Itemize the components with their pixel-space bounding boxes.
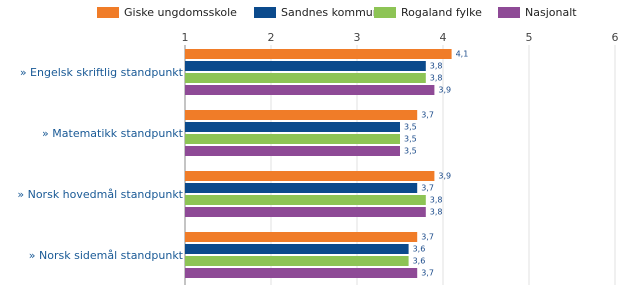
x-tick-label: 5 xyxy=(526,31,533,44)
bar xyxy=(185,207,426,217)
category-label: » Matematikk standpunkt xyxy=(42,127,184,140)
bar xyxy=(185,268,418,278)
x-tick-label: 2 xyxy=(268,31,275,44)
legend-swatch xyxy=(254,7,276,18)
bar xyxy=(185,85,435,95)
bar xyxy=(185,256,409,266)
legend-label: Sandnes kommune xyxy=(281,6,387,19)
category-label: » Norsk sidemål standpunkt xyxy=(29,249,184,262)
category-label: » Engelsk skriftlig standpunkt xyxy=(20,66,184,79)
x-tick-label: 6 xyxy=(612,31,619,44)
value-label: 3,7 xyxy=(421,233,434,242)
x-tick-label: 1 xyxy=(182,31,189,44)
value-label: 3,7 xyxy=(421,184,434,193)
value-label: 3,5 xyxy=(404,123,417,132)
value-label: 3,8 xyxy=(430,208,443,217)
value-label: 3,6 xyxy=(413,245,426,254)
bar xyxy=(185,122,400,132)
bar xyxy=(185,195,426,205)
bar xyxy=(185,49,452,59)
bar xyxy=(185,61,426,71)
legend-label: Nasjonalt xyxy=(525,6,577,19)
value-label: 3,8 xyxy=(430,62,443,71)
legend-label: Rogaland fylke xyxy=(401,6,482,19)
legend-label: Giske ungdomsskole xyxy=(124,6,237,19)
bar xyxy=(185,73,426,83)
bar xyxy=(185,110,418,120)
value-label: 3,5 xyxy=(404,135,417,144)
value-label: 3,9 xyxy=(438,172,451,181)
bar xyxy=(185,146,400,156)
bar xyxy=(185,183,418,193)
value-label: 3,9 xyxy=(438,86,451,95)
x-tick-label: 3 xyxy=(354,31,361,44)
bar xyxy=(185,244,409,254)
legend-swatch xyxy=(374,7,396,18)
bar xyxy=(185,232,418,242)
bar xyxy=(185,171,435,181)
value-label: 3,6 xyxy=(413,257,426,266)
value-label: 3,8 xyxy=(430,196,443,205)
value-label: 3,8 xyxy=(430,74,443,83)
value-label: 3,7 xyxy=(421,269,434,278)
value-label: 3,5 xyxy=(404,147,417,156)
value-label: 3,7 xyxy=(421,111,434,120)
bar xyxy=(185,134,400,144)
x-tick-label: 4 xyxy=(440,31,447,44)
legend-swatch xyxy=(498,7,520,18)
category-label: » Norsk hovedmål standpunkt xyxy=(17,188,183,201)
value-label: 4,1 xyxy=(456,50,469,59)
legend-swatch xyxy=(97,7,119,18)
